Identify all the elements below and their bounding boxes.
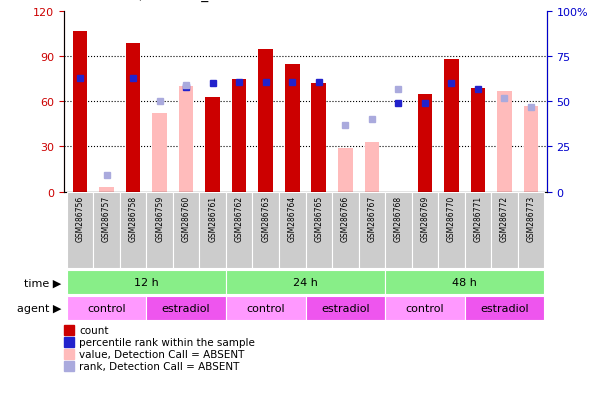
Bar xyxy=(258,50,273,192)
Text: GSM286760: GSM286760 xyxy=(181,195,191,241)
Bar xyxy=(67,192,93,268)
Text: GSM286761: GSM286761 xyxy=(208,195,217,241)
Bar xyxy=(444,60,459,192)
Bar xyxy=(464,297,544,320)
Bar xyxy=(312,84,326,192)
Text: GSM286765: GSM286765 xyxy=(314,195,323,241)
Bar xyxy=(120,192,147,268)
Bar xyxy=(173,192,199,268)
Text: time ▶: time ▶ xyxy=(24,278,61,287)
Text: 48 h: 48 h xyxy=(452,278,477,287)
Bar xyxy=(464,192,491,268)
Text: GSM286763: GSM286763 xyxy=(262,195,270,241)
Text: value, Detection Call = ABSENT: value, Detection Call = ABSENT xyxy=(79,349,245,359)
Bar xyxy=(147,192,173,268)
Bar xyxy=(100,188,114,192)
Bar xyxy=(470,89,485,192)
Bar xyxy=(332,192,359,268)
Text: control: control xyxy=(246,304,285,313)
Bar xyxy=(226,271,385,294)
Text: estradiol: estradiol xyxy=(480,304,529,313)
Bar xyxy=(147,297,226,320)
Text: GSM286759: GSM286759 xyxy=(155,195,164,241)
Bar xyxy=(417,95,432,192)
Bar xyxy=(359,192,385,268)
Text: GSM286762: GSM286762 xyxy=(235,195,244,241)
Bar xyxy=(385,297,464,320)
Bar xyxy=(226,192,252,268)
Text: GSM286758: GSM286758 xyxy=(128,195,137,241)
Text: GSM286769: GSM286769 xyxy=(420,195,430,241)
Bar xyxy=(385,271,544,294)
Bar xyxy=(385,192,412,268)
Text: control: control xyxy=(406,304,444,313)
Text: GSM286766: GSM286766 xyxy=(341,195,349,241)
Bar xyxy=(252,192,279,268)
Bar xyxy=(232,80,246,192)
Text: rank, Detection Call = ABSENT: rank, Detection Call = ABSENT xyxy=(79,361,240,371)
Text: 12 h: 12 h xyxy=(134,278,159,287)
Bar xyxy=(518,192,544,268)
Bar xyxy=(338,149,353,192)
Text: GSM286757: GSM286757 xyxy=(102,195,111,241)
Text: percentile rank within the sample: percentile rank within the sample xyxy=(79,337,255,347)
Bar xyxy=(279,192,306,268)
Text: GSM286772: GSM286772 xyxy=(500,195,509,241)
Text: GSM286767: GSM286767 xyxy=(367,195,376,241)
Bar xyxy=(524,107,538,192)
Bar xyxy=(205,98,220,192)
Bar xyxy=(73,32,87,192)
Bar xyxy=(93,192,120,268)
Bar xyxy=(179,87,194,192)
Bar xyxy=(126,44,141,192)
Bar xyxy=(306,297,385,320)
Text: estradiol: estradiol xyxy=(162,304,210,313)
Text: 24 h: 24 h xyxy=(293,278,318,287)
Text: GSM286773: GSM286773 xyxy=(527,195,535,241)
Text: GSM286756: GSM286756 xyxy=(76,195,84,241)
Text: count: count xyxy=(79,325,109,335)
Bar xyxy=(491,192,518,268)
Text: GDS3217 / 237242_at: GDS3217 / 237242_at xyxy=(70,0,222,2)
Bar xyxy=(497,92,511,192)
Text: agent ▶: agent ▶ xyxy=(16,304,61,313)
Bar xyxy=(285,65,299,192)
Bar xyxy=(67,297,147,320)
Bar xyxy=(412,192,438,268)
Text: estradiol: estradiol xyxy=(321,304,370,313)
Text: GSM286768: GSM286768 xyxy=(394,195,403,241)
Bar xyxy=(306,192,332,268)
Text: GSM286764: GSM286764 xyxy=(288,195,297,241)
Bar xyxy=(365,142,379,192)
Bar xyxy=(199,192,226,268)
Text: GSM286771: GSM286771 xyxy=(474,195,483,241)
Bar xyxy=(67,271,226,294)
Bar xyxy=(226,297,306,320)
Text: GSM286770: GSM286770 xyxy=(447,195,456,241)
Bar xyxy=(152,114,167,192)
Bar xyxy=(438,192,464,268)
Text: control: control xyxy=(87,304,126,313)
